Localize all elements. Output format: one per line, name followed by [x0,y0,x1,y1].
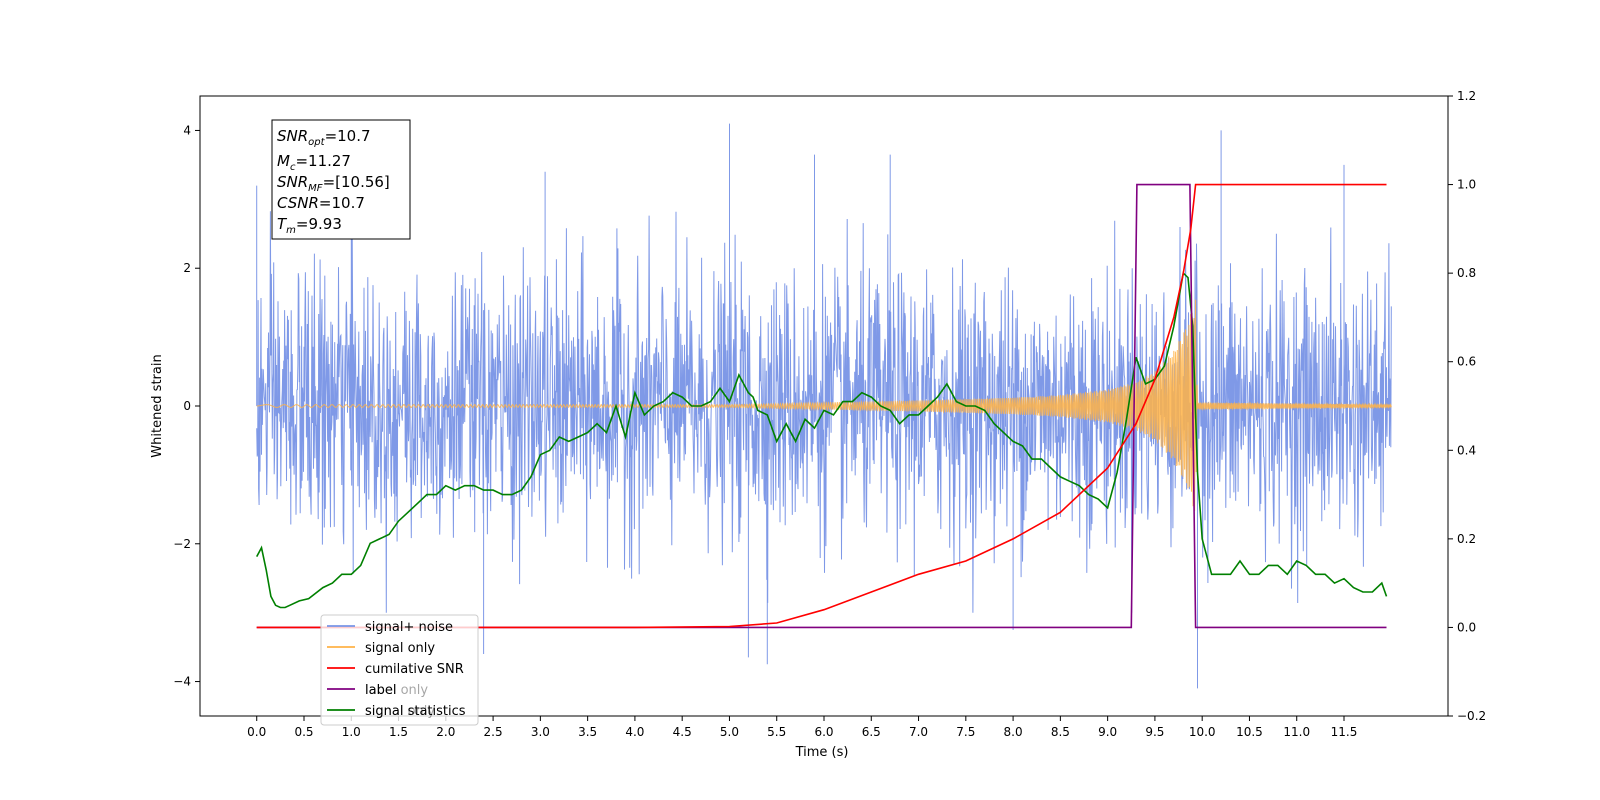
y-tick-label: 4 [183,123,191,137]
y-axis-label: Whitened strain [150,354,165,457]
x-tick-label: 4.0 [625,725,644,739]
x-tick-label: 6.5 [862,725,881,739]
legend-label: signal only [365,641,435,656]
y2-tick-label: 1.2 [1457,89,1476,103]
x-tick-label: 0.5 [294,725,313,739]
y2-tick-label: −0.2 [1457,709,1486,723]
legend-label: cumilative SNR [365,662,464,677]
x-tick-label: 10.5 [1236,725,1263,739]
y2-tick-label: 0.4 [1457,443,1476,457]
y-tick-label: 0 [183,399,191,413]
x-tick-label: 1.0 [342,725,361,739]
series-signal-only [256,299,1392,512]
x-tick-label: 8.5 [1051,725,1070,739]
series-label [256,183,1387,629]
x-tick-label: 1.5 [389,725,408,739]
legend-ghost-text-2: signal only [365,704,435,719]
annotation-csnr: CSNR=10.7 [277,194,365,212]
series-layer [255,123,1392,689]
x-tick-label: 5.5 [767,725,786,739]
annotation-tm: Tm=9.93 [277,215,342,236]
y-tick-label: −2 [173,537,191,551]
annotation-mc: Mc=11.27 [277,152,351,173]
x-tick-label: 6.0 [814,725,833,739]
x-tick-label: 7.5 [956,725,975,739]
x-tick-label: 3.0 [531,725,550,739]
y2-tick-label: 0.8 [1457,266,1476,280]
y2-tick-label: 0.6 [1457,355,1476,369]
x-tick-label: 9.5 [1145,725,1164,739]
series-cumulative-snr [256,183,1387,629]
x-tick-label: 2.5 [484,725,503,739]
y2-tick-label: 0.2 [1457,532,1476,546]
x-tick-label: 9.0 [1098,725,1117,739]
x-tick-label: 4.5 [673,725,692,739]
annotation-box: SNRopt=10.7 Mc=11.27 SNRMF=[10.56] CSNR=… [271,119,411,240]
legend-box [320,614,479,726]
series-signal-statistics [255,271,1388,609]
y-tick-label: −4 [173,675,191,689]
x-tick-label: 11.0 [1283,725,1310,739]
legend: label only signal only signal+ noise sign… [320,614,479,726]
x-tick-label: 0.0 [247,725,266,739]
x-tick-label: 7.0 [909,725,928,739]
legend-ghost-text-1: label only [365,683,428,698]
y2-tick-label: 0.0 [1457,620,1476,634]
x-tick-label: 8.0 [1004,725,1023,739]
y2-tick-label: 1.0 [1457,178,1476,192]
legend-label: signal+ noise [365,620,453,635]
x-tick-label: 2.0 [436,725,455,739]
series-signal-noise [256,123,1392,689]
annotation-snr-opt: SNRopt=10.7 [277,127,371,148]
x-tick-label: 11.5 [1331,725,1358,739]
x-axis-label: Time (s) [795,745,849,760]
x-tick-label: 3.5 [578,725,597,739]
x-tick-label: 5.0 [720,725,739,739]
legend-label: signal statistics [365,704,466,719]
y-tick-label: 2 [183,261,191,275]
axis-layer: 0.0 0.5 1.0 1.5 2.0 2.5 3.0 3.5 4.0 4.5 5.0 5.5 6.0 6… [173,89,1486,739]
annotation-snr-mf: SNRMF=[10.56] [277,173,390,194]
legend-label: label [365,683,396,698]
x-tick-label: 10.0 [1189,725,1216,739]
